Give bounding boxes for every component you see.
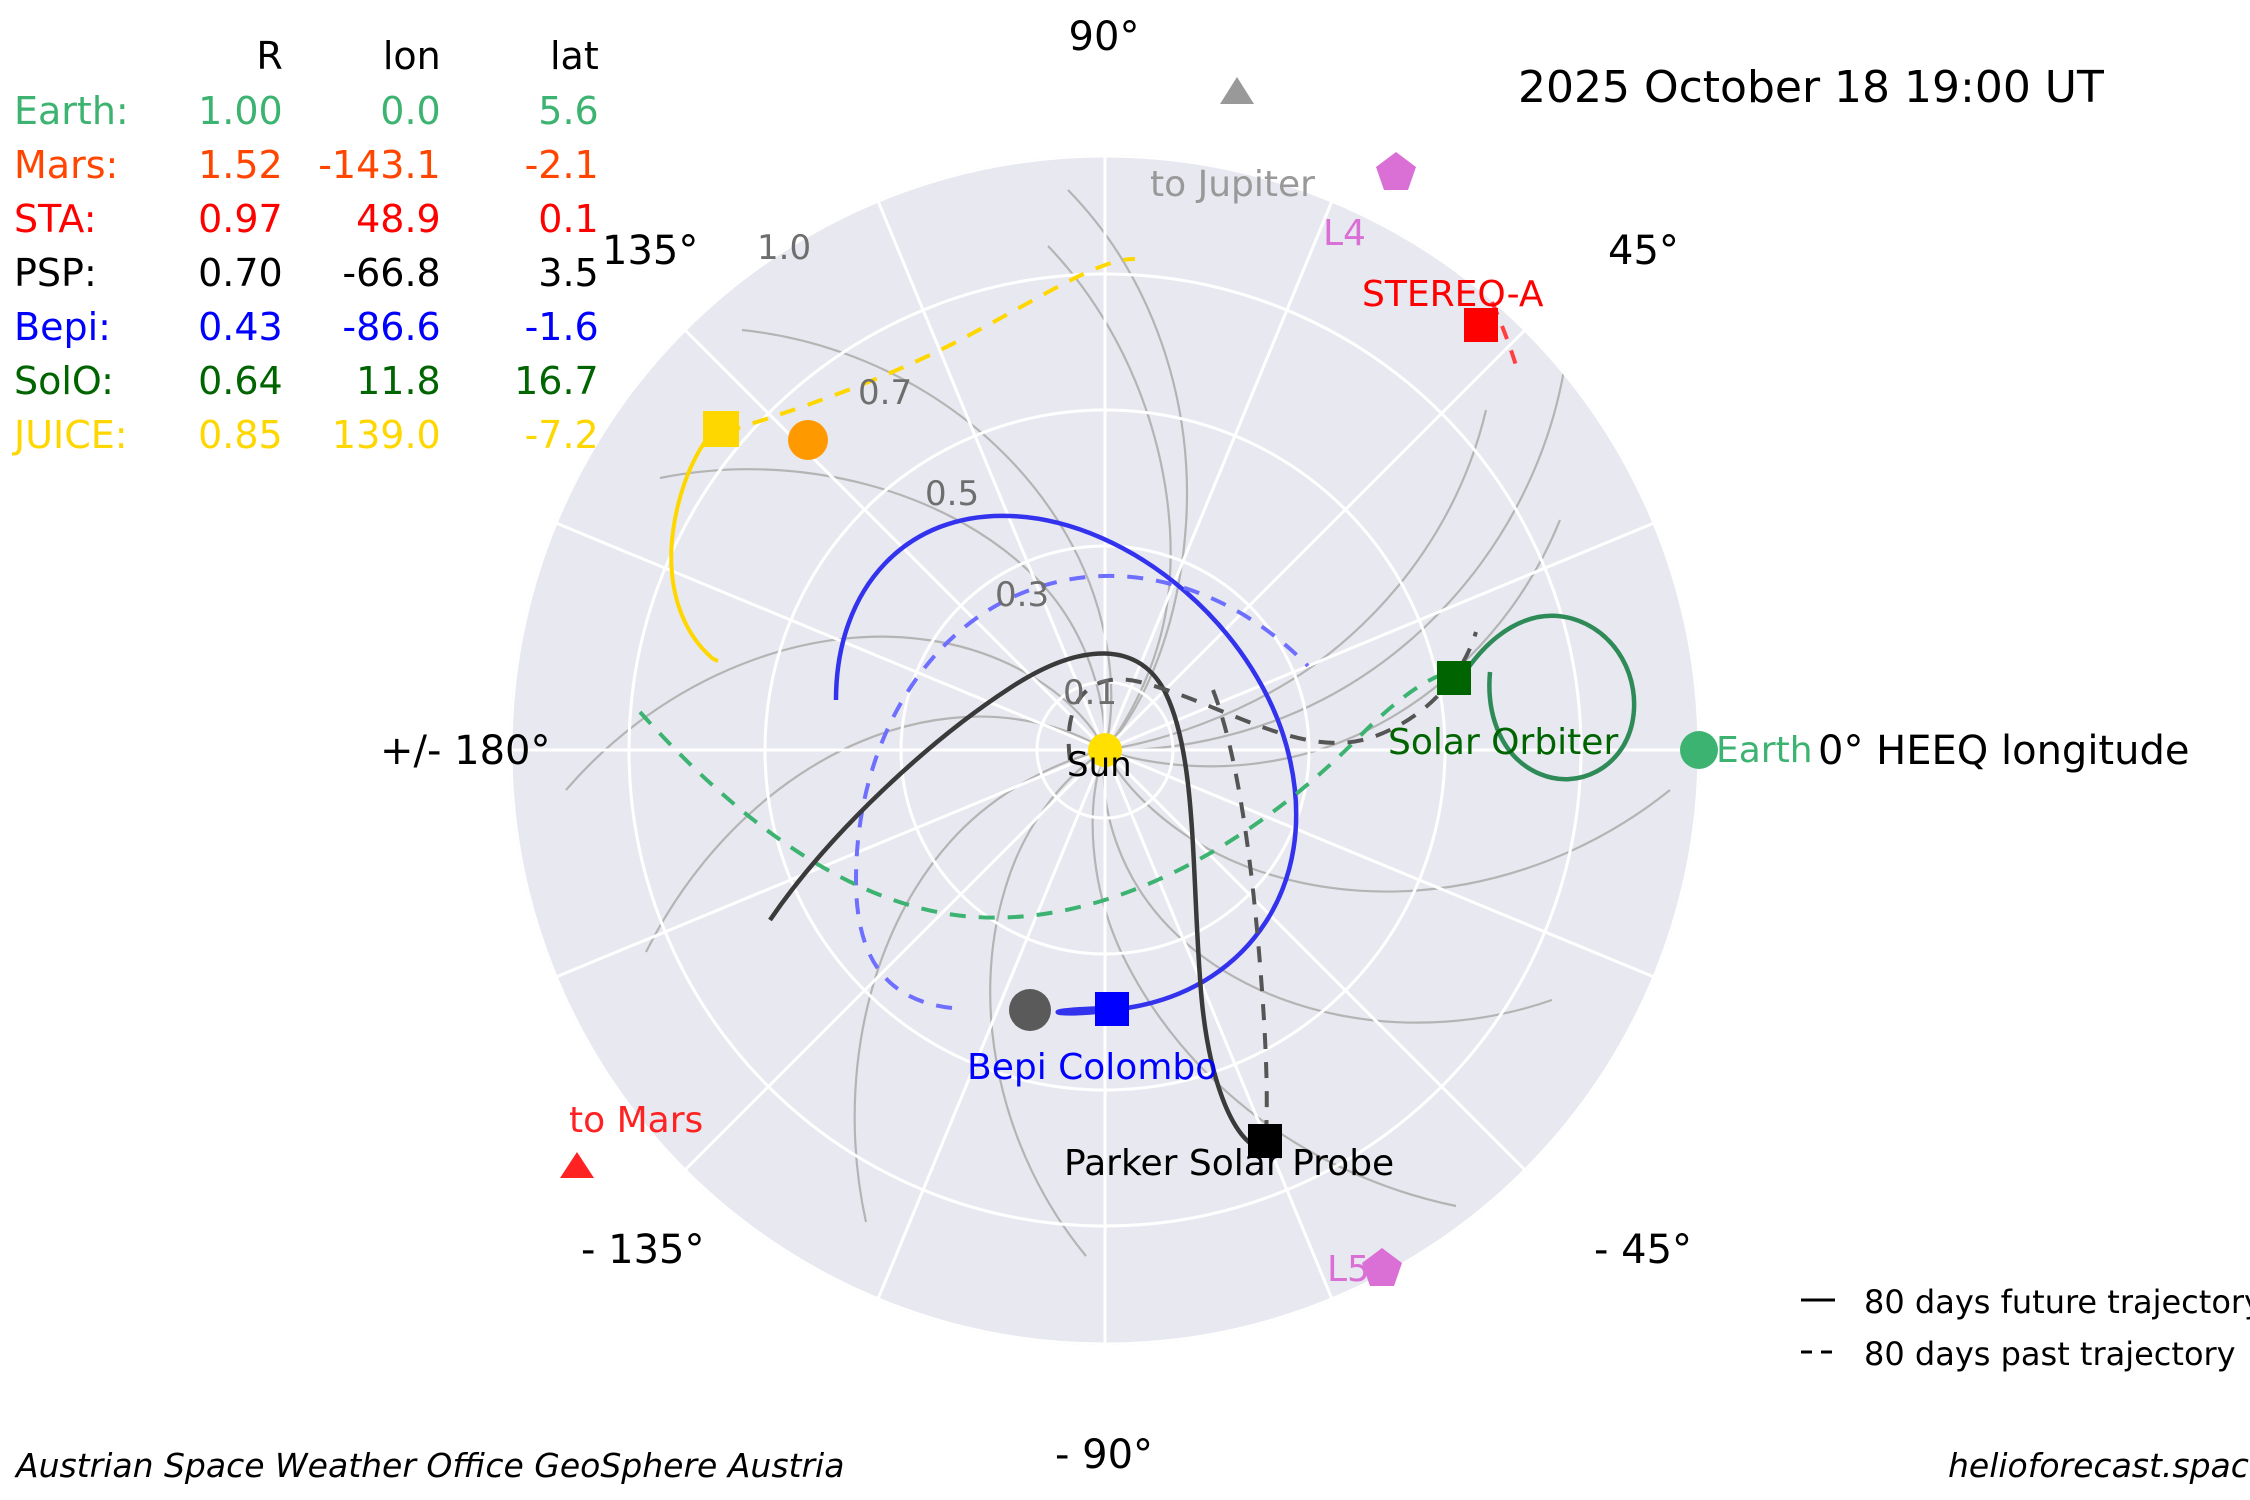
- label-stereo-a: STEREO-A: [1362, 274, 1544, 315]
- trajectory-psp-past-b: [1211, 689, 1269, 1153]
- marker-to-mars[interactable]: [560, 1152, 594, 1178]
- label-bepi-colombo: Bepi Colombo: [967, 1047, 1218, 1088]
- label-to-jupiter: to Jupiter: [1150, 164, 1315, 205]
- table-row: SolO: 0.64 11.8 16.7: [14, 354, 629, 408]
- trajectory-stereoa-past: [1490, 301, 1520, 373]
- marker-mercury[interactable]: [1009, 989, 1051, 1031]
- row-r: 0.97: [198, 197, 283, 241]
- row-r: 0.64: [198, 359, 283, 403]
- axis-label-minus-90: - 90°: [1054, 1432, 1154, 1478]
- row-r: 0.70: [198, 251, 283, 295]
- table-row: Bepi: 0.43 -86.6 -1.6: [14, 300, 629, 354]
- label-sun: Sun: [1067, 745, 1132, 785]
- row-lon: 11.8: [356, 359, 441, 403]
- marker-venus[interactable]: [788, 420, 828, 460]
- row-name: Mars:: [14, 143, 119, 187]
- axis-label-135: 135°: [602, 228, 699, 274]
- row-name: JUICE:: [14, 413, 128, 457]
- header-r: R: [256, 34, 283, 78]
- label-to-mars: to Mars: [569, 1100, 704, 1141]
- marker-juice[interactable]: [703, 411, 739, 447]
- radial-label-0.1: 0.1: [1063, 673, 1118, 713]
- trajectory-solo-past: [638, 668, 1459, 920]
- row-lon: 0.0: [380, 89, 441, 133]
- label-l4: L4: [1323, 213, 1366, 254]
- header-blank: [14, 34, 155, 84]
- axis-label-45: 45°: [1608, 228, 1679, 274]
- radial-label-0.7: 0.7: [858, 373, 913, 413]
- header-lat: lat: [549, 34, 599, 78]
- table-row: PSP: 0.70 -66.8 3.5: [14, 246, 629, 300]
- page-title: 2025 October 18 19:00 UT: [1518, 62, 2104, 113]
- row-lat: -1.6: [524, 305, 599, 349]
- row-lat: -2.1: [524, 143, 599, 187]
- row-lat: 16.7: [514, 359, 599, 403]
- position-table: R lon lat Earth: 1.00 0.0 5.6 Mars: 1.52 -143.…: [14, 34, 629, 462]
- parker-spiral-lines: [565, 189, 1671, 1257]
- row-lat: 0.1: [538, 197, 599, 241]
- row-lat: 5.6: [538, 89, 599, 133]
- row-name: SolO:: [14, 359, 114, 403]
- row-name: STA:: [14, 197, 97, 241]
- row-r: 0.43: [198, 305, 283, 349]
- marker-l5[interactable]: [1362, 1248, 1402, 1286]
- row-r: 0.85: [198, 413, 283, 457]
- trajectory-juice-past: [724, 256, 1136, 434]
- row-lat: 3.5: [538, 251, 599, 295]
- row-lon: 48.9: [356, 197, 441, 241]
- label-parker-solar-probe: Parker Solar Probe: [1064, 1143, 1395, 1184]
- row-lon: -143.1: [318, 143, 441, 187]
- trajectory-psp-future: [768, 651, 1265, 1153]
- table-row: STA: 0.97 48.9 0.1: [14, 192, 629, 246]
- legend-past-label: 80 days past trajectory: [1864, 1335, 2236, 1373]
- legend-future-label: 80 days future trajectory: [1864, 1283, 2250, 1321]
- axis-label-0-heeq: 0° HEEQ longitude: [1818, 728, 2190, 774]
- axis-label-minus-135: - 135°: [581, 1227, 705, 1273]
- legend-symbols: [1801, 1298, 1837, 1354]
- row-lon: -86.6: [342, 305, 441, 349]
- trajectory-psp-past: [1066, 631, 1478, 761]
- row-lat: -7.2: [524, 413, 599, 457]
- row-r: 1.52: [198, 143, 283, 187]
- marker-l4[interactable]: [1376, 152, 1416, 190]
- marker-stereo-a[interactable]: [1464, 308, 1498, 342]
- table-header-row: R lon lat: [14, 34, 629, 84]
- marker-sun[interactable]: [1088, 733, 1122, 767]
- marker-bepi-colombo[interactable]: [1095, 992, 1129, 1026]
- marker-solar-orbiter[interactable]: [1437, 661, 1471, 695]
- row-lon: 139.0: [331, 413, 441, 457]
- table-row: Mars: 1.52 -143.1 -2.1: [14, 138, 629, 192]
- table-row: JUICE: 0.85 139.0 -7.2: [14, 408, 629, 462]
- header-lon: lon: [382, 34, 441, 78]
- marker-to-jupiter[interactable]: [1220, 77, 1254, 104]
- body-markers: [560, 77, 1718, 1286]
- marker-parker-solar-probe[interactable]: [1248, 1124, 1282, 1158]
- label-l5: L5: [1327, 1249, 1370, 1290]
- label-earth: Earth: [1716, 730, 1813, 771]
- row-lon: -66.8: [342, 251, 441, 295]
- radial-label-1.0: 1.0: [757, 228, 812, 268]
- axis-label-90: 90°: [1068, 14, 1140, 60]
- table-row: Earth: 1.00 0.0 5.6: [14, 84, 629, 138]
- row-name: PSP:: [14, 251, 97, 295]
- trajectory-solo-future: [1458, 613, 1637, 782]
- trajectory-bepi-past: [853, 573, 1310, 1010]
- row-r: 1.00: [198, 89, 283, 133]
- marker-earth[interactable]: [1680, 731, 1718, 769]
- label-solar-orbiter: Solar Orbiter: [1388, 722, 1619, 763]
- credit-left: Austrian Space Weather Office GeoSphere …: [16, 1446, 845, 1485]
- trajectory-juice-future: [669, 433, 719, 663]
- radial-label-0.3: 0.3: [995, 575, 1050, 615]
- row-name: Earth:: [14, 89, 129, 133]
- credit-right: helioforecast.space: [1948, 1446, 2250, 1485]
- axis-label-minus-45: - 45°: [1594, 1227, 1693, 1273]
- row-name: Bepi:: [14, 305, 111, 349]
- radial-label-0.5: 0.5: [925, 474, 980, 514]
- axis-label-180: +/- 180°: [380, 728, 551, 774]
